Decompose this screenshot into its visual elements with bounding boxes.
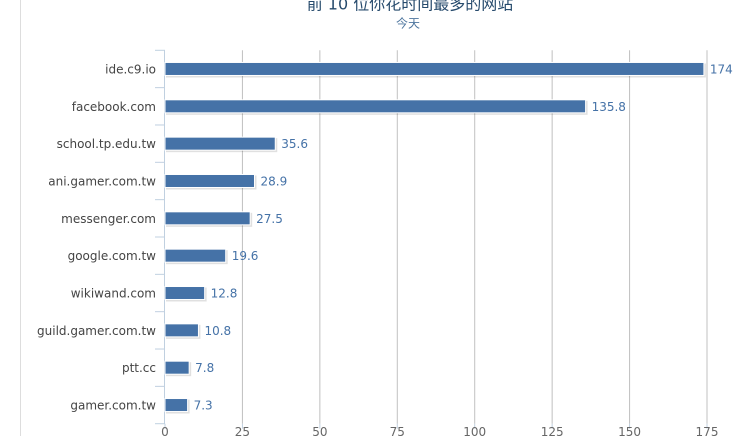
bar bbox=[164, 136, 276, 151]
value-label: 135.8 bbox=[592, 100, 626, 114]
chart-title: 前 10 位你花时间最多的网站 bbox=[307, 0, 514, 14]
x-tick-label: 150 bbox=[618, 425, 641, 436]
y-tick-label: gamer.com.tw bbox=[70, 399, 156, 413]
x-tick-label: 175 bbox=[696, 425, 719, 436]
value-label: 7.8 bbox=[195, 361, 214, 375]
y-tick-label: ani.gamer.com.tw bbox=[48, 174, 156, 188]
value-label: 7.3 bbox=[194, 399, 213, 413]
bar bbox=[164, 398, 189, 413]
bar bbox=[164, 61, 705, 76]
chart-subtitle: 今天 bbox=[396, 16, 420, 31]
y-tick-label: school.tp.edu.tw bbox=[57, 137, 157, 151]
value-label: 10.8 bbox=[204, 324, 231, 338]
y-tick-label: google.com.tw bbox=[68, 249, 157, 263]
x-tick-label: 100 bbox=[463, 425, 486, 436]
bar bbox=[164, 173, 256, 188]
value-label: 19.6 bbox=[232, 249, 259, 263]
value-label: 35.6 bbox=[281, 137, 308, 151]
x-tick-label: 25 bbox=[235, 425, 250, 436]
y-tick-label: guild.gamer.com.tw bbox=[37, 324, 156, 338]
x-tick-label: 125 bbox=[541, 425, 564, 436]
value-label: 12.8 bbox=[211, 287, 238, 301]
bar bbox=[164, 99, 587, 114]
y-tick-label: facebook.com bbox=[72, 100, 156, 114]
y-tick-label: wikiwand.com bbox=[71, 287, 156, 301]
y-tick-label: ide.c9.io bbox=[105, 62, 156, 76]
y-tick-label: messenger.com bbox=[61, 212, 156, 226]
value-label: 28.9 bbox=[261, 174, 288, 188]
x-tick-label: 0 bbox=[161, 425, 169, 436]
bar bbox=[164, 211, 251, 226]
bar bbox=[164, 360, 190, 375]
bar bbox=[164, 248, 227, 263]
x-tick-label: 75 bbox=[390, 425, 405, 436]
value-label: 27.5 bbox=[256, 212, 283, 226]
y-tick-label: ptt.cc bbox=[122, 361, 156, 375]
bar bbox=[164, 286, 206, 301]
bar bbox=[164, 323, 199, 338]
value-label: 174 bbox=[710, 62, 733, 76]
x-tick-label: 50 bbox=[312, 425, 327, 436]
